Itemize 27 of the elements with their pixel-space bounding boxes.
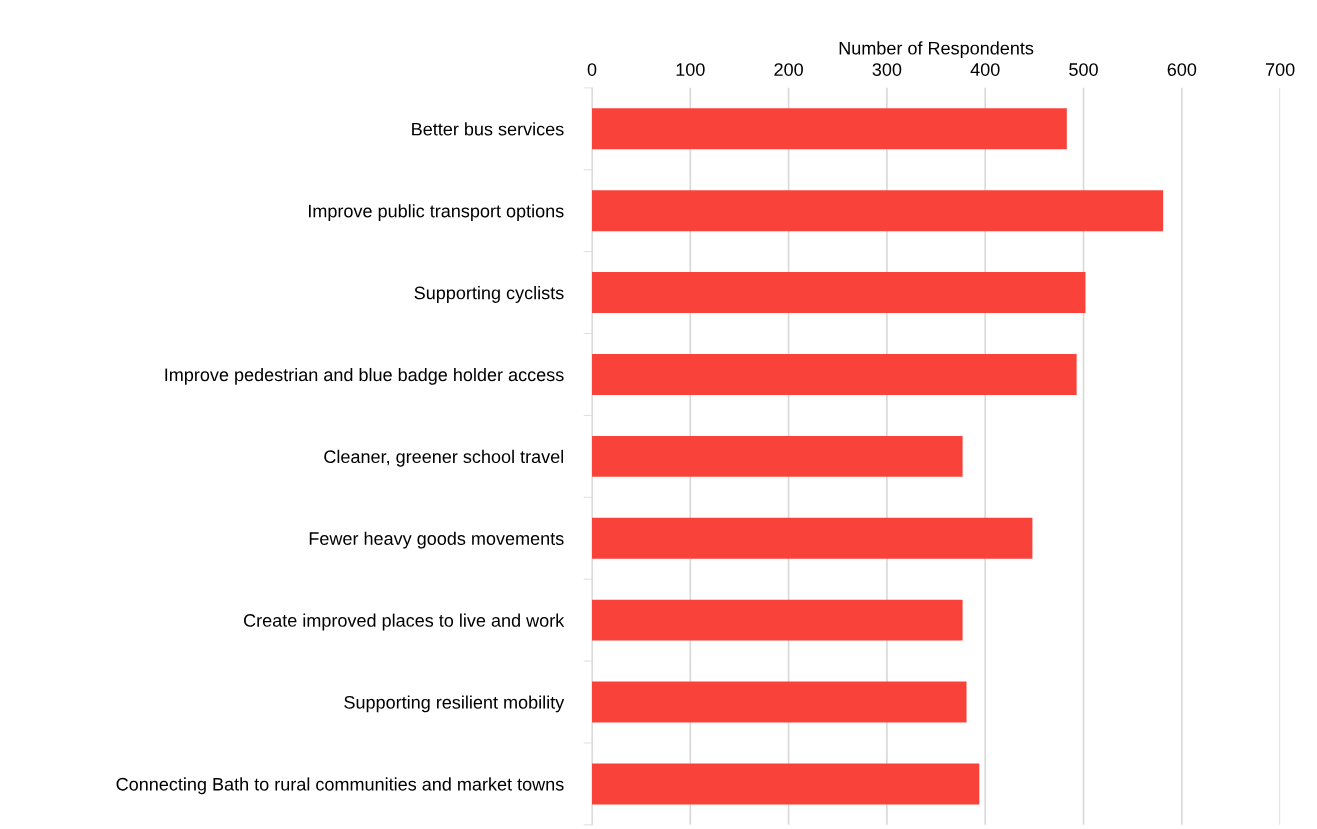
y-tick-label: Supporting resilient mobility (344, 695, 565, 713)
x-axis-title: Number of Respondents (839, 41, 1034, 59)
x-tick-label: 600 (1167, 63, 1197, 76)
x-tick-label: 400 (970, 63, 1000, 76)
bar (591, 763, 980, 805)
x-tick-label: 200 (774, 63, 803, 76)
bar (591, 599, 963, 641)
x-tick-label: 100 (676, 63, 705, 76)
bar (591, 190, 1164, 232)
y-tick-label: Create improved places to live and work (244, 613, 565, 631)
y-tick-label: Supporting cyclists (414, 286, 564, 303)
y-tick-label: Fewer heavy goods movements (309, 531, 564, 549)
y-tick-label: Improve public transport options (308, 204, 564, 221)
y-tick-label: Connecting Bath to rural communities and market towns (116, 777, 564, 795)
y-tick-label: Cleaner, greener school travel (324, 449, 564, 467)
y-tick-label: Better bus services (412, 122, 564, 136)
bar (591, 681, 967, 723)
x-tick-label: 700 (1265, 63, 1295, 76)
bar (591, 272, 1086, 314)
bar (591, 108, 1067, 150)
x-tick-label: 300 (872, 63, 902, 76)
bar (591, 517, 1033, 559)
bar (591, 354, 1077, 395)
x-tick-label: 0 (587, 63, 597, 76)
bar (591, 435, 963, 477)
x-tick-label: 500 (1069, 63, 1098, 76)
y-tick-label: Improve pedestrian and blue badge holder access (165, 367, 564, 385)
